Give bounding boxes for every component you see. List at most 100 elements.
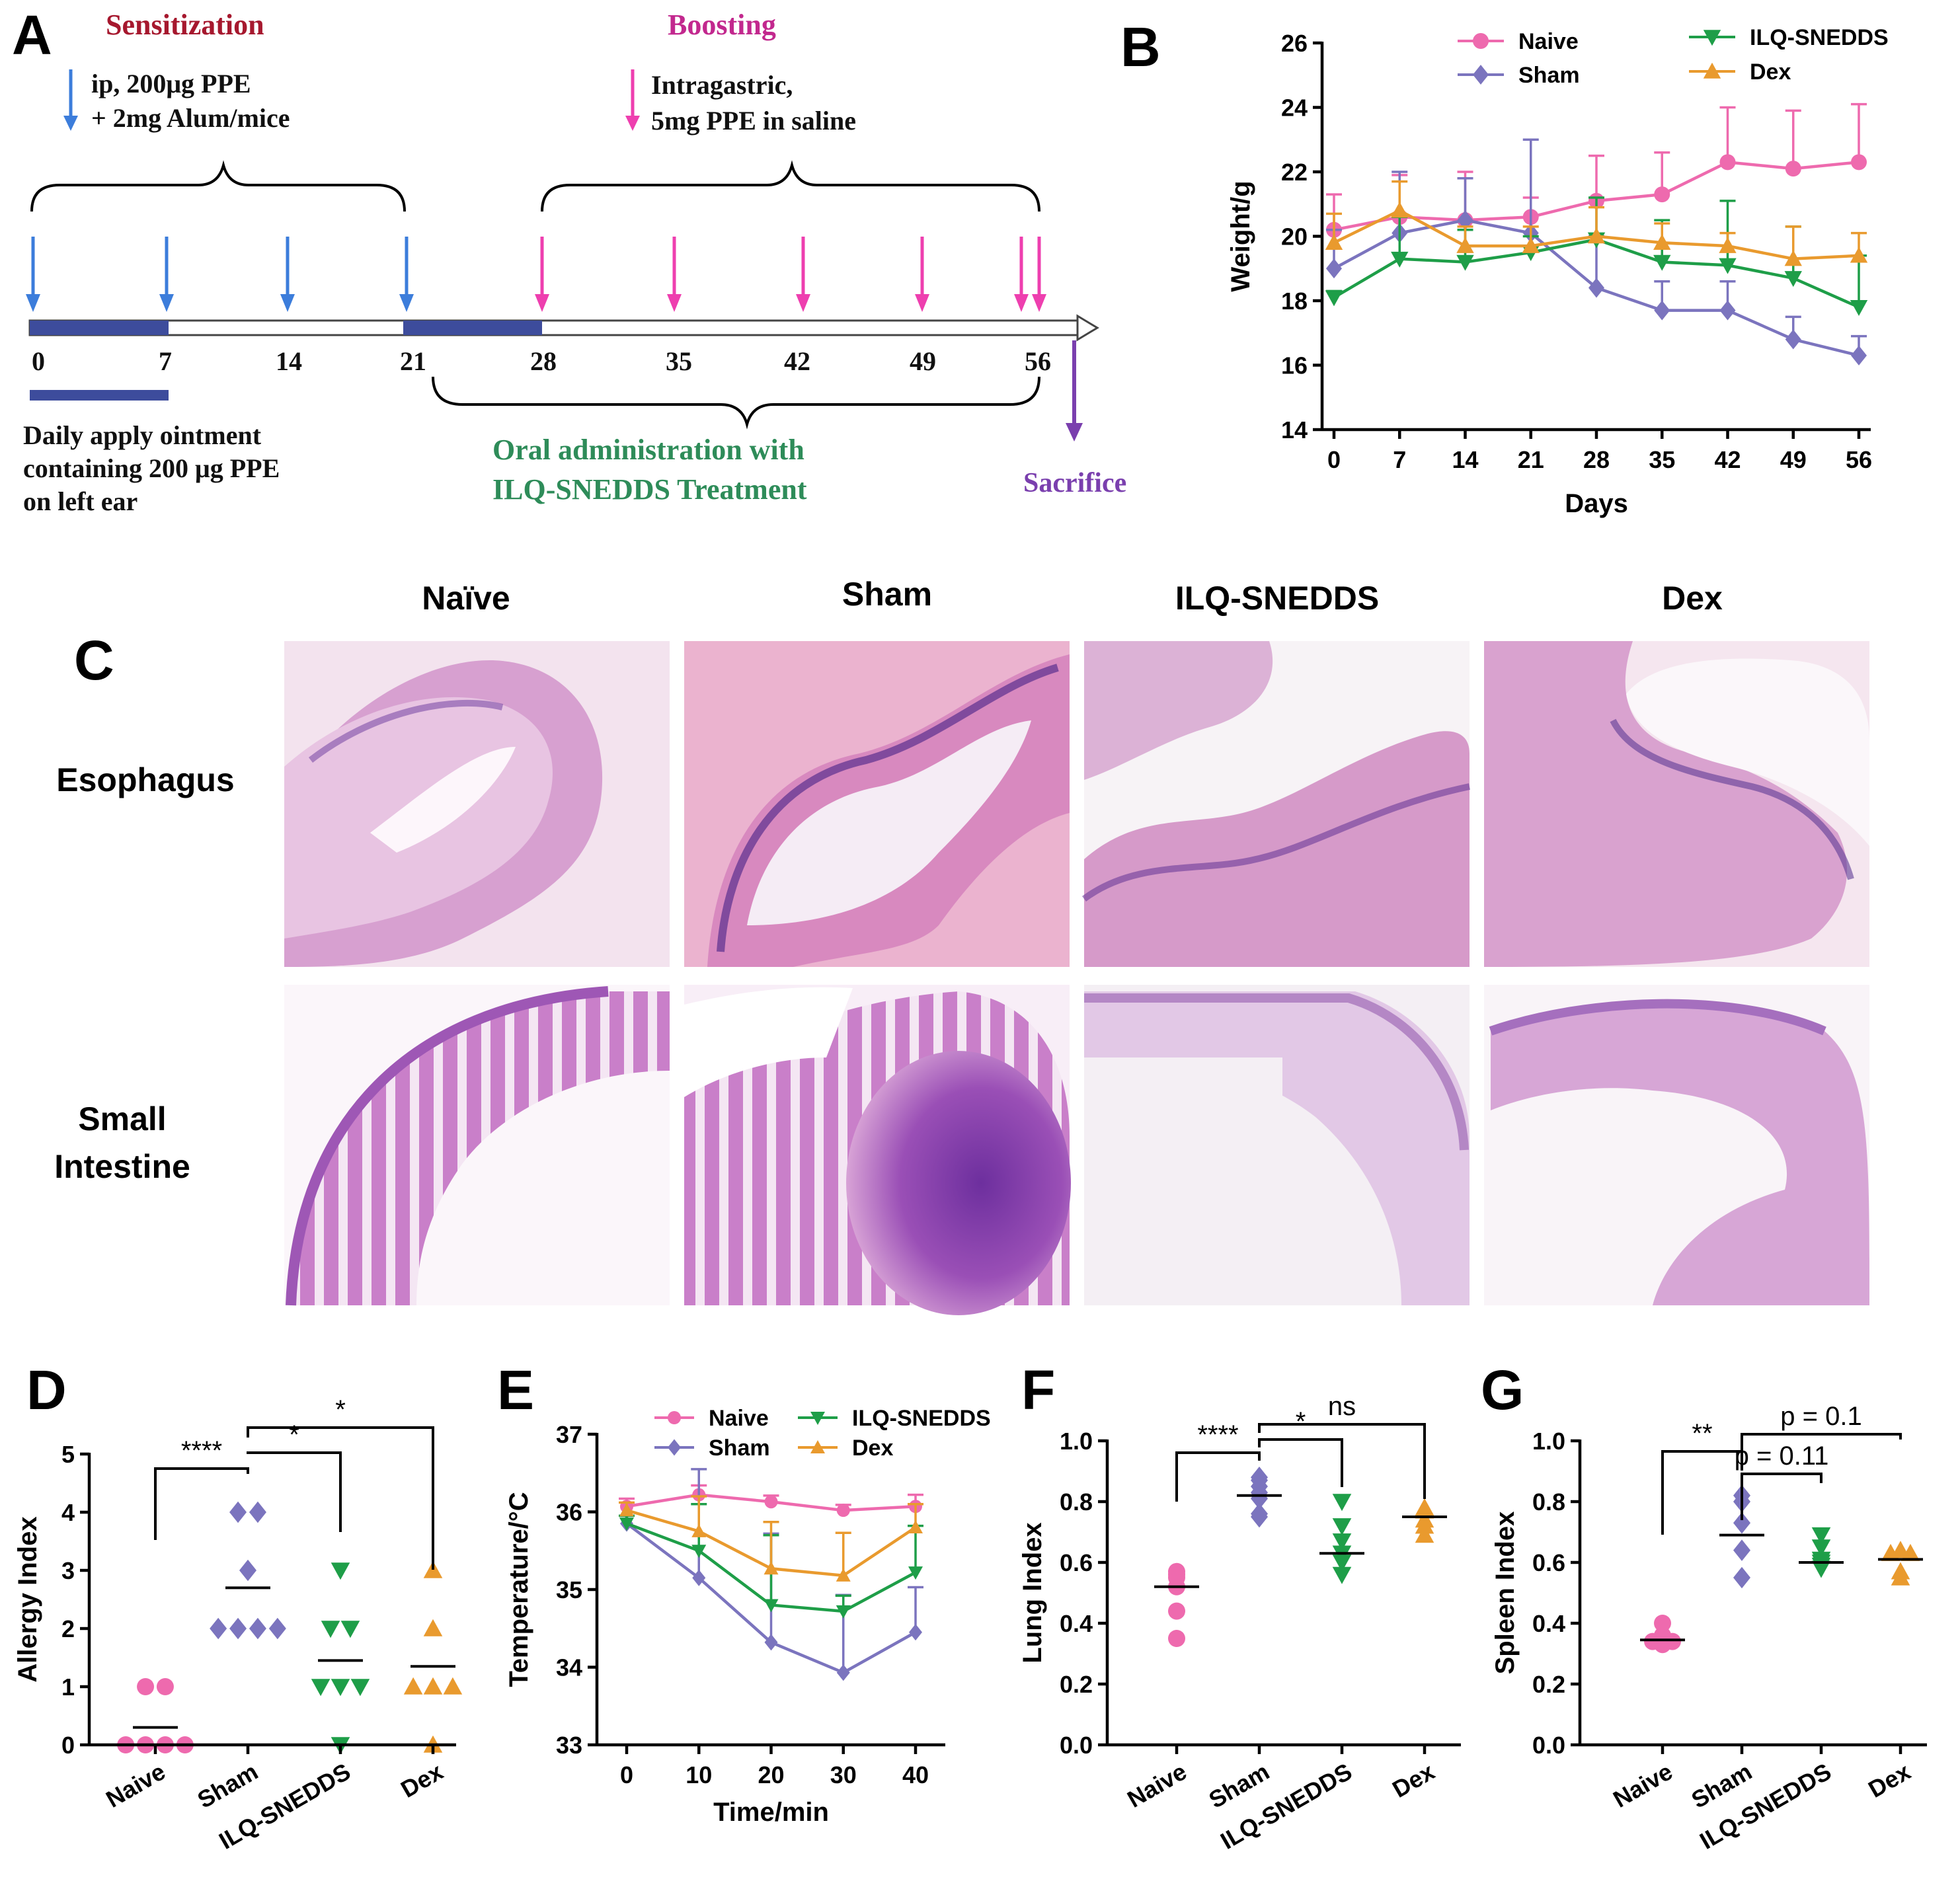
y-tick-label: 0.2 xyxy=(1060,1671,1093,1698)
x-tick-label: 10 xyxy=(686,1761,712,1788)
data-point xyxy=(1654,186,1670,203)
x-axis-label: Days xyxy=(1565,489,1628,518)
x-tick-label: 49 xyxy=(1780,446,1807,473)
timeline-day-label: 0 xyxy=(32,346,45,376)
x-category-label: Dex xyxy=(396,1757,448,1803)
data-point xyxy=(268,1617,286,1640)
timeline-day-label: 35 xyxy=(666,346,692,376)
data-point xyxy=(340,1621,360,1638)
data-point xyxy=(1332,1566,1352,1584)
y-tick-label: 1 xyxy=(61,1673,75,1701)
data-point xyxy=(1415,1525,1434,1543)
ig-gavage-arrow-icon xyxy=(1032,237,1046,312)
boosting-brace xyxy=(541,160,1040,212)
data-point xyxy=(1456,254,1474,271)
x-tick-label: 30 xyxy=(830,1761,857,1788)
sensitization-brace xyxy=(30,160,406,212)
significance-bracket: * xyxy=(247,1395,434,1570)
x-tick-label: 0 xyxy=(620,1761,633,1788)
y-axis-label: Allergy Index xyxy=(13,1516,42,1682)
y-tick-label: 16 xyxy=(1281,352,1308,379)
group-sham xyxy=(1719,1484,1764,1589)
histology-col-ilq: ILQ-SNEDDS xyxy=(1175,580,1379,617)
legend-naive: Naive xyxy=(1458,29,1579,54)
data-point xyxy=(210,1617,227,1640)
data-point xyxy=(423,1619,443,1636)
timeline-arrows xyxy=(26,237,1046,312)
boosting-title: Boosting xyxy=(668,9,776,41)
data-point xyxy=(1588,278,1604,298)
ig-gavage-arrow-icon xyxy=(796,237,810,312)
data-point xyxy=(1719,258,1737,274)
data-point xyxy=(1850,299,1868,316)
significance-label: **** xyxy=(1197,1420,1238,1449)
legend-label: ILQ-SNEDDS xyxy=(852,1406,991,1431)
data-point xyxy=(403,1677,423,1695)
arrow-head xyxy=(1032,294,1046,312)
data-point xyxy=(331,1562,350,1580)
y-tick-label: 22 xyxy=(1281,159,1308,186)
data-point xyxy=(1654,300,1670,321)
data-point xyxy=(1851,345,1867,365)
oral-line1: Oral administration with xyxy=(492,434,804,466)
ig-gavage-arrow-icon xyxy=(535,237,549,312)
data-point xyxy=(1325,290,1343,307)
histology-row-esophagus: Esophagus xyxy=(56,761,234,798)
y-tick-label: 0.6 xyxy=(1532,1549,1565,1576)
y-tick-label: 0.8 xyxy=(1532,1488,1565,1516)
significance-label: p = 0.11 xyxy=(1735,1441,1829,1471)
significance-bracket: ** xyxy=(1661,1419,1743,1535)
timeline-day-label: 14 xyxy=(276,346,302,376)
group-ilq-snedds xyxy=(1319,1494,1364,1584)
sensitization-title: Sensitization xyxy=(106,9,264,41)
timeline-day-label: 28 xyxy=(530,346,557,376)
data-point xyxy=(229,1501,247,1523)
panel-label-c: C xyxy=(74,629,114,691)
y-tick-label: 3 xyxy=(61,1557,75,1584)
x-tick-label: 14 xyxy=(1452,446,1478,473)
group-dex xyxy=(1878,1541,1923,1586)
oral-brace xyxy=(432,376,1040,430)
data-point xyxy=(1456,237,1474,253)
y-tick-label: 4 xyxy=(61,1499,75,1526)
data-point xyxy=(908,1520,923,1533)
data-point xyxy=(249,1617,266,1640)
bracket-line xyxy=(154,1467,249,1540)
y-tick-label: 24 xyxy=(1281,95,1308,122)
data-point xyxy=(1653,254,1671,271)
x-tick-label: 40 xyxy=(902,1761,929,1788)
data-point xyxy=(1811,1551,1831,1569)
timeline-day-label: 42 xyxy=(784,346,810,376)
data-point xyxy=(1457,210,1473,231)
y-tick-label: 35 xyxy=(556,1576,582,1603)
data-point xyxy=(1653,234,1671,250)
y-tick-label: 36 xyxy=(556,1499,582,1526)
data-point xyxy=(764,1561,779,1575)
arrow-head xyxy=(667,294,682,312)
histology-row-small-line2: Intestine xyxy=(54,1148,190,1185)
ig-gavage-arrow-icon xyxy=(915,237,929,312)
arrow-head xyxy=(1014,294,1029,312)
series-dex xyxy=(619,1495,923,1582)
y-tick-label: 0.0 xyxy=(1532,1732,1565,1759)
data-point xyxy=(1733,1512,1750,1534)
data-point xyxy=(156,1678,174,1695)
timeline-day-label: 21 xyxy=(400,346,426,376)
legend-marker xyxy=(668,1439,681,1456)
ip-text-line2: + 2mg Alum/mice xyxy=(91,103,290,133)
y-axis-label: Spleen Index xyxy=(1491,1512,1520,1675)
group-dex xyxy=(403,1560,463,1753)
bracket-line xyxy=(1175,1451,1261,1502)
panel-label-b: B xyxy=(1120,16,1161,78)
data-point xyxy=(229,1617,247,1640)
legend-marker xyxy=(810,1440,825,1453)
data-point xyxy=(764,1599,779,1613)
histology-col-sham: Sham xyxy=(842,576,932,613)
bracket-line xyxy=(247,1426,434,1570)
histology-row-small-line1: Small xyxy=(78,1100,166,1137)
data-point xyxy=(1891,1562,1910,1580)
group-ilq-snedds xyxy=(311,1562,370,1755)
